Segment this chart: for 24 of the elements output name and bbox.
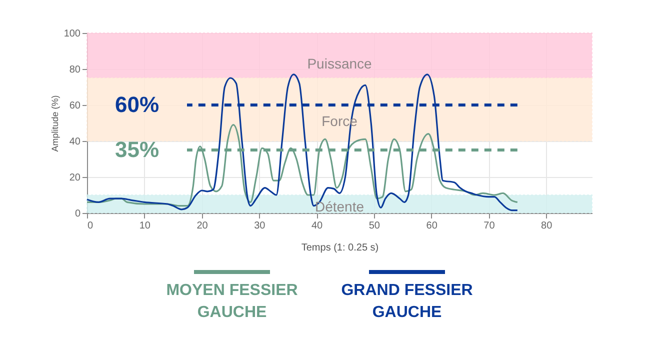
x-tick-label: 60: [426, 220, 438, 232]
x-tick-label: 30: [254, 220, 266, 232]
x-tick-label: 70: [484, 220, 496, 232]
x-tick-label: 20: [196, 220, 208, 232]
y-tick-label: 20: [69, 172, 81, 184]
x-tick-label: 50: [368, 220, 380, 232]
line-series: [86, 74, 518, 212]
x-tick-label: 40: [311, 220, 324, 232]
y-tick-label: 0: [74, 208, 81, 220]
x-axis-title: Temps (1: 0.25 s): [301, 242, 379, 254]
y-axis-title: Amplitude (%): [50, 95, 60, 152]
y-tick-label: 100: [64, 28, 81, 40]
ref-line-label: 60%: [115, 92, 160, 117]
y-tick-label: 40: [69, 136, 81, 148]
band-label: Détente: [314, 198, 364, 215]
x-tick-label: 10: [139, 220, 151, 232]
band-label: Puissance: [307, 56, 372, 72]
legend-label: GRAND FESSIER GAUCHE: [341, 282, 474, 321]
x-tick-label: 80: [541, 220, 553, 232]
ref-line-label: 35%: [115, 137, 160, 162]
y-tick-label: 80: [69, 64, 81, 76]
y-tick-label: 60: [69, 100, 81, 112]
legend-label: MOYEN FESSIER GAUCHE: [166, 282, 298, 321]
x-tick-label: 0: [88, 220, 94, 232]
